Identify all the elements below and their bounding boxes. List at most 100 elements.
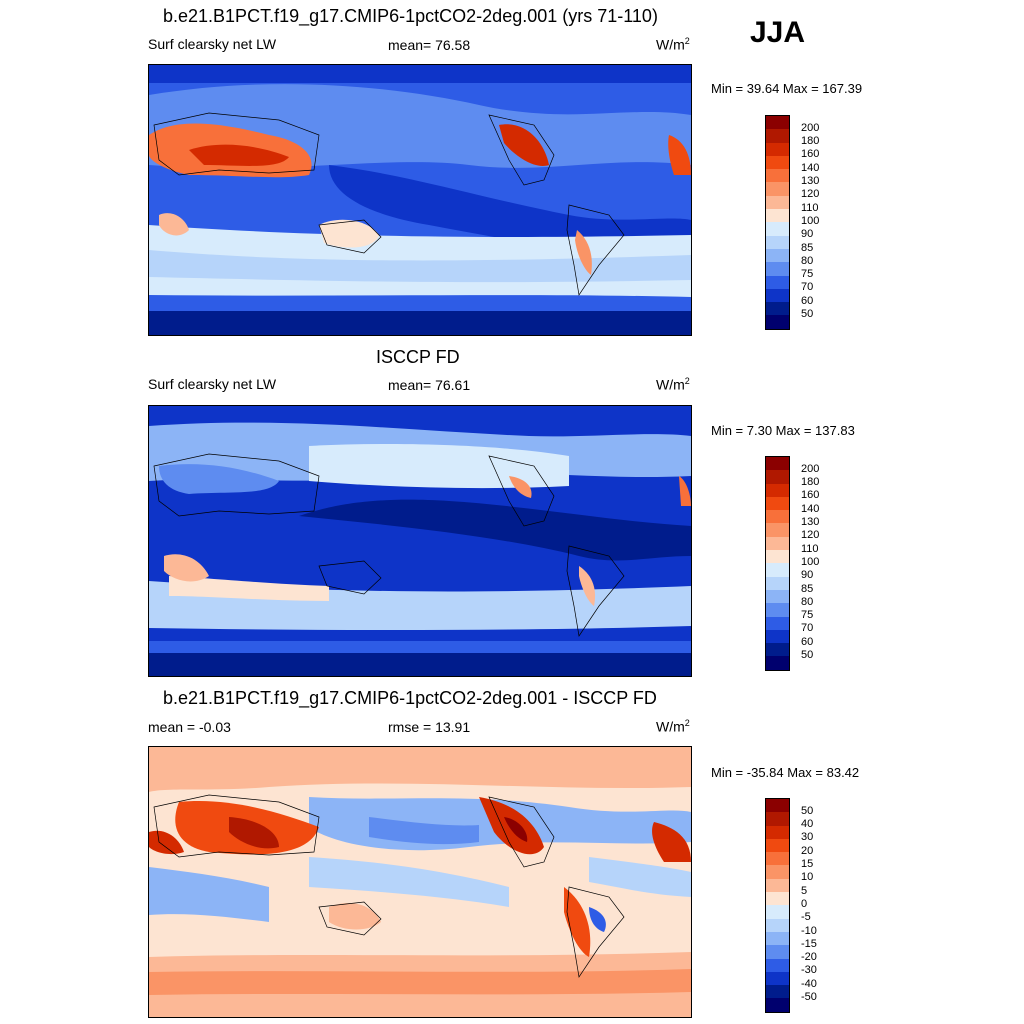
colorbar-tick-label: 110: [801, 201, 819, 214]
colorbar-swatch: [766, 315, 789, 329]
colorbar-tick-label: 85: [801, 582, 814, 595]
colorbar-swatch: [766, 142, 789, 156]
colorbar-swatch: [766, 838, 789, 853]
panel-1-map: [148, 64, 692, 336]
colorbar-swatch: [766, 262, 789, 276]
colorbar-tick-label: 100: [801, 214, 820, 227]
panel-1-title: b.e21.B1PCT.f19_g17.CMIP6-1pctCO2-2deg.0…: [163, 6, 658, 26]
colorbar-tick-label: 0: [801, 897, 808, 910]
colorbar-swatch: [766, 275, 789, 289]
panel-3-unit-sup: 2: [684, 718, 690, 728]
colorbar-tick-label: 50: [801, 308, 814, 320]
colorbar-swatch: [766, 510, 789, 524]
colorbar-tick-label: 5: [801, 884, 808, 897]
colorbar-tick-label: -30: [801, 964, 817, 977]
panel-1-map-field: [149, 65, 691, 335]
panel-3-minmax: Min = -35.84 Max = 83.42: [711, 765, 860, 780]
colorbar-swatch: [766, 182, 789, 196]
panel-2-unit-label: W/m2: [656, 376, 690, 393]
panel-2-variable-label: Surf clearsky net LW: [148, 376, 277, 392]
colorbar-tick-label: -10: [801, 924, 817, 937]
panel-1-minmax: Min = 39.64 Max = 167.39: [711, 81, 863, 96]
colorbar-tick-label: 20: [801, 844, 814, 857]
colorbar-tick-label: 90: [801, 569, 814, 582]
panel-2-mean-label: mean= 76.61: [388, 377, 471, 393]
colorbar-tick-label: 200: [801, 462, 820, 475]
colorbar-swatch: [766, 483, 789, 497]
panel-3-unit: W/m: [656, 718, 685, 735]
colorbar-swatch: [766, 576, 789, 590]
panel-1-unit-sup: 2: [684, 36, 690, 46]
colorbar-tick-label: 85: [801, 241, 814, 254]
panel-2-map-field: [149, 406, 691, 676]
colorbar-tick-label: 15: [801, 858, 814, 870]
colorbar-swatch: [766, 852, 789, 866]
panel-1-unit: W/m: [656, 36, 685, 53]
colorbar-tick-label: 90: [801, 228, 814, 241]
colorbar-tick-label: 110: [801, 542, 819, 555]
colorbar-swatch: [766, 470, 789, 484]
colorbar-swatch: [766, 550, 789, 564]
panel-2-minmax: Min = 7.30 Max = 137.83: [711, 423, 855, 438]
colorbar-tick-label: -5: [801, 911, 811, 924]
colorbar-tick-label: -50: [801, 991, 817, 1003]
colorbar-swatch: [766, 825, 789, 839]
colorbar-swatch: [766, 918, 789, 932]
colorbar-swatch: [766, 589, 789, 604]
colorbar-tick-label: 140: [801, 502, 820, 515]
colorbar-tick-label: 80: [801, 595, 814, 608]
colorbar-swatch: [766, 799, 789, 813]
colorbar-swatch: [766, 812, 789, 826]
colorbar-swatch: [766, 971, 789, 986]
colorbar-tick-label: -15: [801, 937, 817, 950]
colorbar-tick-label: 75: [801, 609, 814, 622]
colorbar-tick-label: 10: [801, 871, 814, 884]
colorbar-swatch: [766, 643, 789, 657]
colorbar-swatch: [766, 523, 789, 537]
colorbar-swatch: [766, 129, 789, 143]
colorbar-swatch: [766, 302, 789, 316]
colorbar-tick-label: 200: [801, 121, 820, 134]
colorbar-tick-label: 180: [801, 476, 820, 489]
colorbar-swatch: [766, 222, 789, 236]
colorbar-swatch: [766, 985, 789, 999]
colorbar-tick-label: 30: [801, 831, 814, 844]
colorbar-swatch: [766, 616, 789, 630]
colorbar-tick-label: -20: [801, 951, 817, 964]
panel-1-variable-label: Surf clearsky net LW: [148, 36, 277, 52]
panel-3-map-field: [149, 747, 691, 1017]
colorbar-swatch: [766, 169, 789, 183]
colorbar-tick-label: 130: [801, 175, 820, 187]
colorbar-tick-label: 180: [801, 135, 820, 148]
colorbar-swatch: [766, 629, 789, 644]
colorbar-tick-label: 160: [801, 148, 820, 161]
panel-2-unit: W/m: [656, 376, 685, 393]
colorbar-tick-label: 60: [801, 635, 814, 648]
panel-2-colorbar: [765, 456, 790, 671]
colorbar-tick-label: 75: [801, 268, 814, 281]
panel-2-title: ISCCP FD: [376, 347, 460, 367]
colorbar-swatch: [766, 235, 789, 249]
colorbar-swatch: [766, 603, 789, 617]
colorbar-swatch: [766, 536, 789, 551]
colorbar-tick-label: 120: [801, 188, 820, 201]
colorbar-tick-label: 100: [801, 555, 820, 568]
panel-3-title: b.e21.B1PCT.f19_g17.CMIP6-1pctCO2-2deg.0…: [163, 688, 657, 708]
panel-1-unit-label: W/m2: [656, 36, 690, 53]
colorbar-swatch: [766, 905, 789, 919]
colorbar-tick-label: 130: [801, 516, 820, 528]
panel-2-unit-sup: 2: [684, 376, 690, 386]
colorbar-swatch: [766, 248, 789, 263]
colorbar-tick-label: 70: [801, 281, 814, 294]
colorbar-swatch: [766, 288, 789, 303]
colorbar-tick-label: 140: [801, 161, 820, 174]
colorbar-tick-label: 40: [801, 818, 814, 831]
colorbar-swatch: [766, 155, 789, 170]
colorbar-swatch: [766, 656, 789, 670]
panel-3-unit-label: W/m2: [656, 718, 690, 735]
colorbar-swatch: [766, 865, 789, 879]
colorbar-swatch: [766, 958, 789, 972]
colorbar-swatch: [766, 945, 789, 959]
colorbar-tick-label: 160: [801, 489, 820, 502]
panel-3-map: [148, 746, 692, 1018]
